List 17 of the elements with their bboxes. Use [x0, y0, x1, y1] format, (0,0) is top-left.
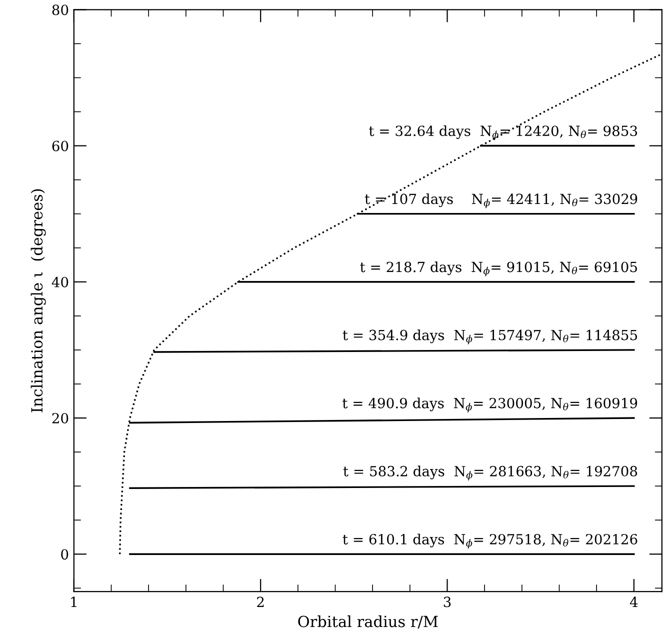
y-tick-label: 20 — [52, 412, 68, 424]
y-tick-label: 0 — [61, 549, 68, 560]
x-tick-label: 3 — [444, 596, 451, 608]
series-label: t = 218.7 days N$_{ϕ}$= 91015, N$_{θ}$= 69105 — [360, 261, 637, 276]
series-label: t = 354.9 days N$_{ϕ}$= 157497, N$_{θ}$= 114855 — [342, 330, 638, 344]
series-label: t = 490.9 days N$_{ϕ}$= 230005, N$_{θ}$= 160919 — [342, 398, 638, 412]
x-tick-label: 1 — [71, 596, 76, 607]
x-tick-label: 2 — [257, 596, 264, 607]
x-tick-label: 4 — [630, 596, 638, 607]
series-label: t = 583.2 days N$_{ϕ}$= 281663, N$_{θ}$= 192708 — [343, 466, 638, 480]
series-label: t = 107 days N$_{ϕ}$= 42411, N$_{θ}$= 33029 — [364, 193, 638, 208]
series-label: t = 610.1 days N$_{ϕ}$= 297518, N$_{θ}$= 202126 — [342, 534, 638, 548]
y-tick-label: 80 — [52, 4, 68, 16]
y-tick-label: 40 — [52, 276, 68, 288]
y-tick-label: 60 — [52, 140, 68, 152]
x-axis-title: Orbital radius r/M — [298, 615, 438, 628]
y-axis-title: Inclination angle ι (degrees) — [30, 189, 46, 412]
